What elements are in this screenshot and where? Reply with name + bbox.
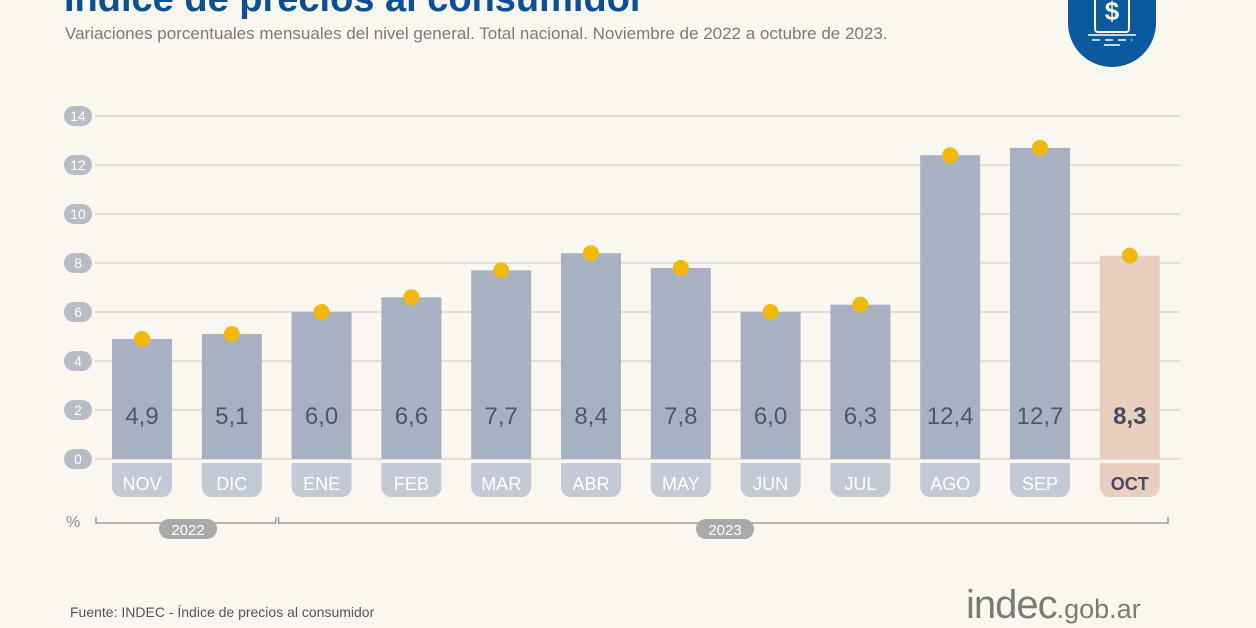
category-pill — [920, 463, 981, 497]
category-pill — [830, 463, 891, 497]
bar-value-label: 4,9 — [125, 403, 158, 430]
year-pill — [159, 519, 217, 539]
bar-chart: 0 2 4 6 8 10 12 14% 4,9 NOV 5,1 DIC 6,0 ENE 6,6 FEB 7,7 M… — [64, 106, 1180, 539]
value-marker — [852, 296, 869, 313]
category-pill — [740, 463, 801, 497]
x-tick-label: NOV — [122, 474, 161, 494]
bar — [650, 267, 711, 459]
y-tick-pill — [64, 400, 92, 420]
category-pill — [471, 463, 532, 497]
category-pill — [291, 463, 352, 497]
y-tick-pill — [64, 302, 92, 322]
bar-value-label: 12,7 — [1017, 403, 1064, 430]
bar — [830, 304, 891, 459]
bar — [381, 297, 442, 459]
value-marker — [493, 262, 510, 279]
value-marker — [672, 259, 689, 276]
y-tick-label: 14 — [70, 108, 86, 124]
y-tick-pill — [64, 449, 92, 469]
y-tick-pill — [64, 253, 92, 273]
page-subtitle: Variaciones porcentuales mensuales del n… — [65, 24, 888, 43]
y-axis-unit: % — [66, 514, 80, 531]
y-tick-pill — [64, 106, 92, 126]
value-marker — [1121, 247, 1138, 264]
x-tick-label: OCT — [1111, 474, 1149, 494]
x-tick-label: ABR — [572, 474, 609, 494]
category-pill — [561, 463, 621, 497]
category-pill — [650, 463, 711, 497]
bar — [1099, 255, 1160, 459]
year-label: 2023 — [708, 522, 741, 539]
category-pill — [1010, 463, 1070, 497]
category-pill — [112, 463, 172, 497]
y-tick-label: 4 — [74, 353, 82, 369]
y-tick-label: 6 — [74, 304, 82, 320]
x-tick-label: JUL — [844, 474, 876, 494]
value-marker — [403, 289, 420, 306]
x-tick-label: DIC — [216, 474, 247, 494]
bar-value-label: 5,1 — [215, 403, 248, 430]
x-tick-label: FEB — [394, 474, 429, 494]
page-title: Índice de precios al consumidor — [64, 0, 645, 21]
y-tick-pill — [64, 155, 92, 175]
x-tick-label: MAR — [481, 474, 521, 494]
indec-logo-suffix: .gob.ar — [1056, 594, 1141, 624]
y-tick-pill — [64, 204, 92, 224]
category-pill — [1099, 463, 1160, 497]
indec-logo: indec.gob.ar — [966, 583, 1141, 628]
bar — [291, 312, 352, 459]
year-pill — [696, 519, 754, 539]
bar-value-label: 7,8 — [664, 403, 697, 430]
bar-value-label: 8,4 — [574, 403, 607, 430]
y-tick-label: 8 — [74, 255, 82, 271]
y-tick-label: 10 — [70, 206, 86, 222]
value-marker — [583, 245, 599, 262]
svg-text:$: $ — [1105, 0, 1120, 26]
bar-value-label: 6,6 — [395, 403, 428, 430]
value-marker — [223, 326, 240, 343]
y-tick-label: 2 — [74, 402, 82, 418]
category-pill — [381, 463, 442, 497]
y-tick-label: 0 — [74, 451, 82, 467]
source-note: Fuente: INDEC - Índice de precios al con… — [70, 604, 375, 620]
bar-value-label: 6,3 — [844, 403, 877, 430]
bar — [201, 334, 262, 459]
x-tick-label: SEP — [1022, 474, 1058, 494]
bar — [471, 270, 532, 459]
bar-value-label: 6,0 — [754, 403, 787, 430]
bar-value-label: 6,0 — [305, 403, 338, 430]
value-marker — [134, 330, 150, 347]
bar-value-label: 12,4 — [927, 403, 974, 430]
value-marker — [762, 304, 779, 320]
x-tick-label: JUN — [753, 474, 788, 494]
bar-value-label: 8,3 — [1113, 403, 1146, 430]
x-tick-label: AGO — [930, 474, 970, 494]
x-tick-label: ENE — [303, 474, 340, 494]
year-label: 2022 — [171, 522, 204, 539]
value-marker — [1032, 139, 1048, 156]
x-tick-label: MAY — [662, 474, 700, 494]
y-tick-label: 12 — [70, 157, 86, 173]
dollar-document-icon: $ — [1068, 0, 1156, 67]
bar — [1010, 147, 1070, 459]
indec-logo-main: indec — [966, 583, 1058, 627]
value-marker — [942, 147, 959, 164]
category-pill — [201, 463, 262, 497]
bar — [920, 155, 981, 459]
y-tick-pill — [64, 351, 92, 371]
bar — [740, 312, 801, 459]
bar — [112, 338, 172, 459]
value-marker — [313, 304, 330, 320]
bar-value-label: 7,7 — [485, 403, 518, 430]
bar — [561, 253, 621, 459]
